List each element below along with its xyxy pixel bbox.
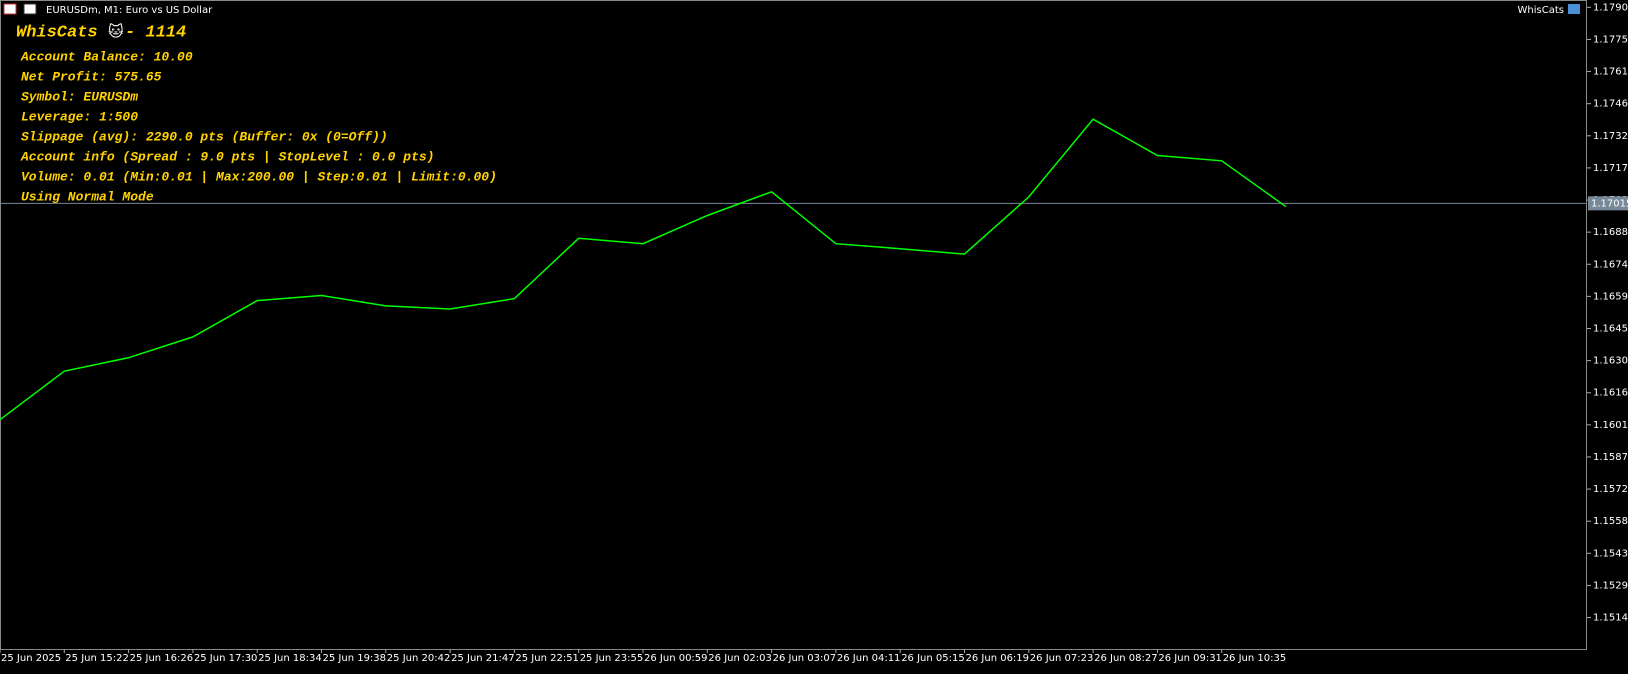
window-icon <box>3 3 17 15</box>
panel-line: Using Normal Mode <box>21 189 154 204</box>
y-tick-label: 1.16450 <box>1593 323 1628 334</box>
x-tick-label: 26 Jun 00:59 <box>644 653 708 664</box>
plot-frame <box>0 0 1587 650</box>
panel-title: WhisCats <box>16 23 98 42</box>
x-tick-label: 25 Jun 19:38 <box>323 653 387 664</box>
x-tick-label: 26 Jun 10:35 <box>1223 653 1287 664</box>
x-tick-label: 26 Jun 07:23 <box>1030 653 1094 664</box>
y-tick-label: 1.16305 <box>1593 356 1628 367</box>
y-tick-label: 1.17320 <box>1593 131 1628 142</box>
y-tick-label: 1.17610 <box>1593 67 1628 78</box>
y-tick-label: 1.15145 <box>1593 613 1628 624</box>
panel-title-suffix: - 1114 <box>125 23 186 42</box>
panel-line: Net Profit: 575.65 <box>21 69 162 84</box>
x-tick-label: 26 Jun 08:27 <box>1094 653 1158 664</box>
y-tick-label: 1.17465 <box>1593 99 1628 110</box>
panel-line: Account Balance: 10.00 <box>20 49 193 64</box>
x-tick-label: 25 Jun 16:26 <box>130 653 194 664</box>
x-tick-label: 25 Jun 18:34 <box>258 653 322 664</box>
expert-name: WhisCats <box>1518 5 1564 16</box>
chart-header: EURUSDm, M1: Euro vs US Dollar <box>46 5 213 16</box>
y-tick-label: 1.16015 <box>1593 420 1628 431</box>
x-tick-label: 25 Jun 21:47 <box>451 653 515 664</box>
x-tick-label: 25 Jun 2025 <box>1 653 61 664</box>
y-tick-label: 1.15725 <box>1593 484 1628 495</box>
x-tick-label: 26 Jun 04:11 <box>837 653 901 664</box>
x-tick-label: 26 Jun 06:19 <box>966 653 1030 664</box>
x-tick-label: 26 Jun 05:15 <box>901 653 965 664</box>
y-tick-label: 1.15435 <box>1593 548 1628 559</box>
y-tick-label: 1.15580 <box>1593 516 1628 527</box>
y-tick-label: 1.17175 <box>1593 163 1628 174</box>
panel-line: Slippage (avg): 2290.0 pts (Buffer: 0x (… <box>21 129 388 144</box>
y-tick-label: 1.16595 <box>1593 291 1628 302</box>
x-tick-label: 26 Jun 02:03 <box>708 653 772 664</box>
x-tick-label: 26 Jun 03:07 <box>773 653 837 664</box>
x-tick-label: 25 Jun 15:22 <box>65 653 129 664</box>
panel-line: Symbol: EURUSDm <box>21 89 138 104</box>
panel-line: Volume: 0.01 (Min:0.01 | Max:200.00 | St… <box>21 169 497 184</box>
current-price-box <box>1588 196 1628 211</box>
price-line <box>0 118 1287 421</box>
y-tick-label: 1.16885 <box>1593 227 1628 238</box>
chart-icon <box>23 3 37 15</box>
x-tick-label: 25 Jun 23:55 <box>580 653 644 664</box>
panel-line: Account info (Spread : 9.0 pts | StopLev… <box>20 149 434 164</box>
x-tick-label: 26 Jun 09:31 <box>1158 653 1222 664</box>
current-price-label: 1.17015 <box>1591 198 1628 209</box>
panel-line: Leverage: 1:500 <box>21 109 138 124</box>
y-tick-label: 1.17755 <box>1593 34 1628 45</box>
y-tick-label: 1.17900 <box>1593 2 1628 13</box>
expert-icon <box>1568 4 1580 14</box>
y-tick-label: 1.16740 <box>1593 259 1628 270</box>
y-tick-label: 1.15870 <box>1593 452 1628 463</box>
y-tick-label: 1.16160 <box>1593 388 1628 399</box>
x-tick-label: 25 Jun 17:30 <box>194 653 258 664</box>
y-tick-label: 1.15290 <box>1593 580 1628 591</box>
x-tick-label: 25 Jun 22:51 <box>515 653 579 664</box>
cat-icon: 🐱 <box>108 23 124 41</box>
x-tick-label: 25 Jun 20:42 <box>387 653 451 664</box>
